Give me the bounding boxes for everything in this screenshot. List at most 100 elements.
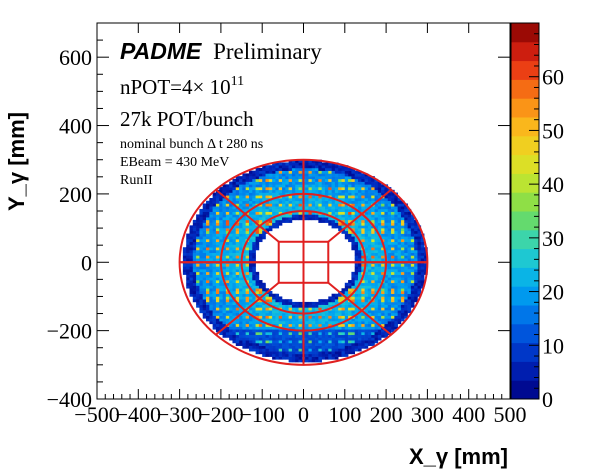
- heatmap-cell: [331, 332, 336, 336]
- heatmap-cell: [272, 318, 276, 322]
- heatmap-cell: [308, 217, 313, 221]
- heatmap-cell: [334, 208, 339, 212]
- heatmap-cell: [328, 337, 332, 341]
- heatmap-cell: [258, 181, 263, 185]
- heatmap-cell: [364, 299, 369, 303]
- heatmap-cell: [400, 301, 405, 305]
- heatmap-cell: [407, 230, 412, 234]
- heatmap-cell: [242, 285, 246, 289]
- heatmap-cell: [351, 323, 356, 327]
- heatmap-cell: [420, 263, 425, 267]
- heatmap-cell: [222, 310, 227, 314]
- heatmap-cell: [285, 315, 289, 319]
- heatmap-cell: [361, 293, 365, 297]
- heatmap-cell: [348, 304, 352, 308]
- heatmap-cell: [265, 170, 270, 174]
- heatmap-cell: [391, 310, 395, 314]
- heatmap-cell: [374, 211, 379, 215]
- heatmap-cell: [384, 233, 389, 237]
- heatmap-cell: [219, 301, 223, 305]
- heatmap-cell: [351, 189, 356, 193]
- heatmap-cell: [324, 189, 329, 193]
- heatmap-cell: [265, 181, 270, 185]
- heatmap-cell: [371, 252, 375, 256]
- heatmap-cell: [189, 230, 194, 234]
- heatmap-cell: [248, 332, 253, 336]
- heatmap-cell: [341, 337, 346, 341]
- heatmap-cell: [410, 255, 415, 259]
- heatmap-cell: [252, 217, 256, 221]
- heatmap-cell: [351, 195, 356, 199]
- heatmap-cell: [189, 236, 194, 240]
- heatmap-cell: [268, 345, 273, 349]
- heatmap-cell: [371, 323, 375, 327]
- heatmap-cell: [288, 318, 293, 322]
- heatmap-cell: [407, 222, 412, 226]
- heatmap-cell: [371, 178, 375, 182]
- heatmap-cell: [341, 187, 346, 191]
- heatmap-cell: [354, 323, 359, 327]
- heatmap-cell: [262, 307, 266, 311]
- heatmap-cell: [331, 318, 336, 322]
- heatmap-cell: [291, 301, 296, 305]
- heatmap-cell: [275, 348, 280, 352]
- heatmap-cell: [308, 203, 313, 207]
- heatmap-cell: [358, 318, 362, 322]
- heatmap-cell: [324, 299, 329, 303]
- heatmap-cell: [364, 222, 369, 226]
- heatmap-cell: [410, 225, 415, 229]
- heatmap-cell: [387, 312, 392, 316]
- heatmap-cell: [324, 206, 329, 210]
- heatmap-cell: [305, 318, 309, 322]
- heatmap-cell: [414, 249, 418, 253]
- heatmap-cell: [404, 214, 408, 218]
- heatmap-cell: [351, 277, 356, 281]
- heatmap-cell: [265, 315, 270, 319]
- heatmap-cell: [232, 271, 237, 275]
- heatmap-cell: [225, 263, 230, 267]
- heatmap-cell: [344, 192, 349, 196]
- run-label: RunII: [120, 173, 153, 188]
- heatmap-cell: [358, 178, 362, 182]
- heatmap-cell: [351, 241, 356, 245]
- heatmap-cell: [305, 342, 309, 346]
- heatmap-cell: [239, 315, 243, 319]
- heatmap-cell: [381, 290, 385, 295]
- heatmap-cell: [404, 225, 408, 229]
- heatmap-cell: [344, 233, 349, 237]
- heatmap-cell: [400, 307, 405, 311]
- heatmap-cell: [354, 178, 359, 182]
- heatmap-cell: [400, 296, 405, 300]
- heatmap-cell: [318, 214, 322, 218]
- heatmap-cell: [235, 340, 240, 344]
- heatmap-cell: [311, 206, 316, 210]
- heatmap-cell: [252, 307, 256, 311]
- heatmap-cell: [275, 332, 280, 336]
- heatmap-cell: [229, 181, 233, 185]
- heatmap-cell: [298, 334, 303, 338]
- heatmap-cell: [371, 228, 375, 232]
- heatmap-cell: [202, 214, 207, 218]
- heatmap-cell: [215, 323, 220, 327]
- heatmap-cell: [321, 187, 326, 191]
- heatmap-cell: [361, 280, 365, 284]
- heatmap-cell: [308, 334, 313, 338]
- heatmap-cell: [364, 326, 369, 330]
- heatmap-cell: [295, 178, 299, 182]
- heatmap-cell: [252, 323, 256, 327]
- heatmap-cell: [417, 280, 422, 284]
- heatmap-cell: [367, 277, 372, 281]
- heatmap-cell: [394, 200, 398, 204]
- heatmap-cell: [400, 258, 405, 262]
- heatmap-cell: [282, 173, 286, 177]
- heatmap-cell: [252, 345, 256, 349]
- heatmap-cell: [239, 200, 243, 204]
- heatmap-cell: [219, 304, 223, 308]
- heatmap-cell: [232, 255, 237, 259]
- heatmap-cell: [242, 340, 246, 344]
- heatmap-cell: [324, 312, 329, 316]
- heatmap-cell: [318, 198, 322, 202]
- heatmap-cell: [361, 282, 365, 286]
- heatmap-cell: [252, 280, 256, 284]
- heatmap-cell: [367, 312, 372, 316]
